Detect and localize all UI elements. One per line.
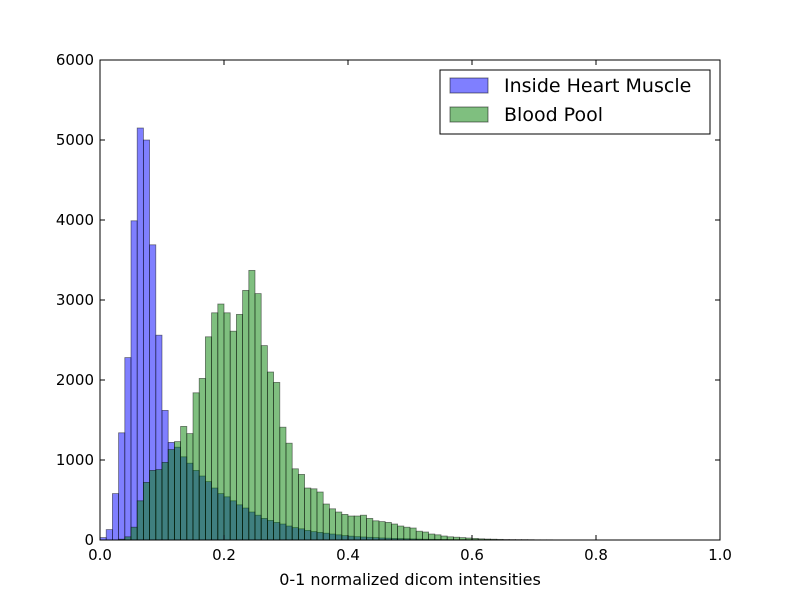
ticks-layer: 0.0 0.2 0.4 0.6 0.8 1.0 0 1000 2000 3000 4000 5000 6…	[56, 51, 732, 564]
bar	[297, 473, 305, 541]
bar	[310, 488, 318, 541]
bar	[192, 392, 200, 541]
y-tick-label: 0	[84, 531, 94, 549]
bar	[136, 127, 144, 541]
bar	[242, 289, 250, 541]
bar	[204, 336, 212, 541]
bar	[366, 518, 374, 541]
bar	[130, 220, 138, 541]
bar	[235, 313, 243, 541]
bar	[173, 441, 181, 541]
bar	[341, 514, 349, 541]
bar	[304, 487, 312, 541]
x-tick-label: 1.0	[708, 546, 732, 564]
bar	[217, 303, 225, 541]
bar	[378, 521, 386, 541]
bar	[328, 508, 336, 541]
x-tick-label: 0.6	[460, 546, 484, 564]
bar	[409, 527, 417, 541]
bar	[279, 426, 287, 541]
bar	[353, 515, 361, 541]
bar	[384, 522, 392, 541]
bar	[322, 503, 330, 541]
x-tick-label: 0.2	[212, 546, 236, 564]
x-tick-label: 0.8	[584, 546, 608, 564]
bar	[124, 357, 132, 541]
bar	[142, 481, 150, 541]
bar	[440, 535, 448, 541]
y-tick-label: 6000	[56, 51, 94, 69]
bar	[155, 469, 163, 541]
bar	[285, 442, 293, 541]
bar	[397, 525, 405, 541]
y-tick-label: 3000	[56, 291, 94, 309]
bar	[118, 432, 126, 541]
bar	[136, 500, 144, 541]
bar	[260, 345, 268, 541]
bar	[421, 531, 429, 541]
legend-swatch	[449, 106, 489, 123]
bar	[198, 377, 206, 541]
bar	[273, 381, 281, 541]
bar	[254, 293, 262, 541]
bar	[291, 468, 299, 541]
bar	[434, 534, 442, 541]
bar	[359, 514, 367, 541]
bar	[428, 533, 436, 541]
legend-label: Inside Heart Muscle	[504, 75, 691, 97]
x-tick-label: 0.0	[88, 546, 112, 564]
bar	[415, 530, 423, 541]
bar	[180, 425, 188, 541]
bar	[130, 526, 138, 541]
bar	[229, 330, 237, 541]
bar	[390, 523, 398, 541]
bar	[149, 469, 157, 541]
x-axis-label: 0-1 normalized dicom intensities	[279, 570, 541, 589]
y-tick-label: 4000	[56, 211, 94, 229]
x-tick-label: 0.4	[336, 546, 360, 564]
bar	[167, 449, 175, 541]
bar	[161, 461, 169, 541]
bar	[372, 520, 380, 541]
legend-label: Blood Pool	[504, 104, 603, 126]
y-tick-label: 2000	[56, 371, 94, 389]
bar	[223, 312, 231, 541]
legend: Inside Heart Muscle Blood Pool	[439, 69, 711, 135]
bar	[403, 526, 411, 541]
bar	[105, 529, 113, 541]
bar	[211, 312, 219, 541]
bar	[266, 371, 274, 541]
bar	[142, 139, 150, 541]
bar	[335, 511, 343, 541]
y-tick-label: 1000	[56, 451, 94, 469]
bar	[316, 491, 324, 541]
legend-swatch	[449, 77, 489, 94]
y-tick-label: 5000	[56, 131, 94, 149]
bar	[248, 269, 256, 541]
bar	[112, 493, 120, 541]
bar	[186, 433, 194, 541]
bar	[347, 515, 355, 541]
